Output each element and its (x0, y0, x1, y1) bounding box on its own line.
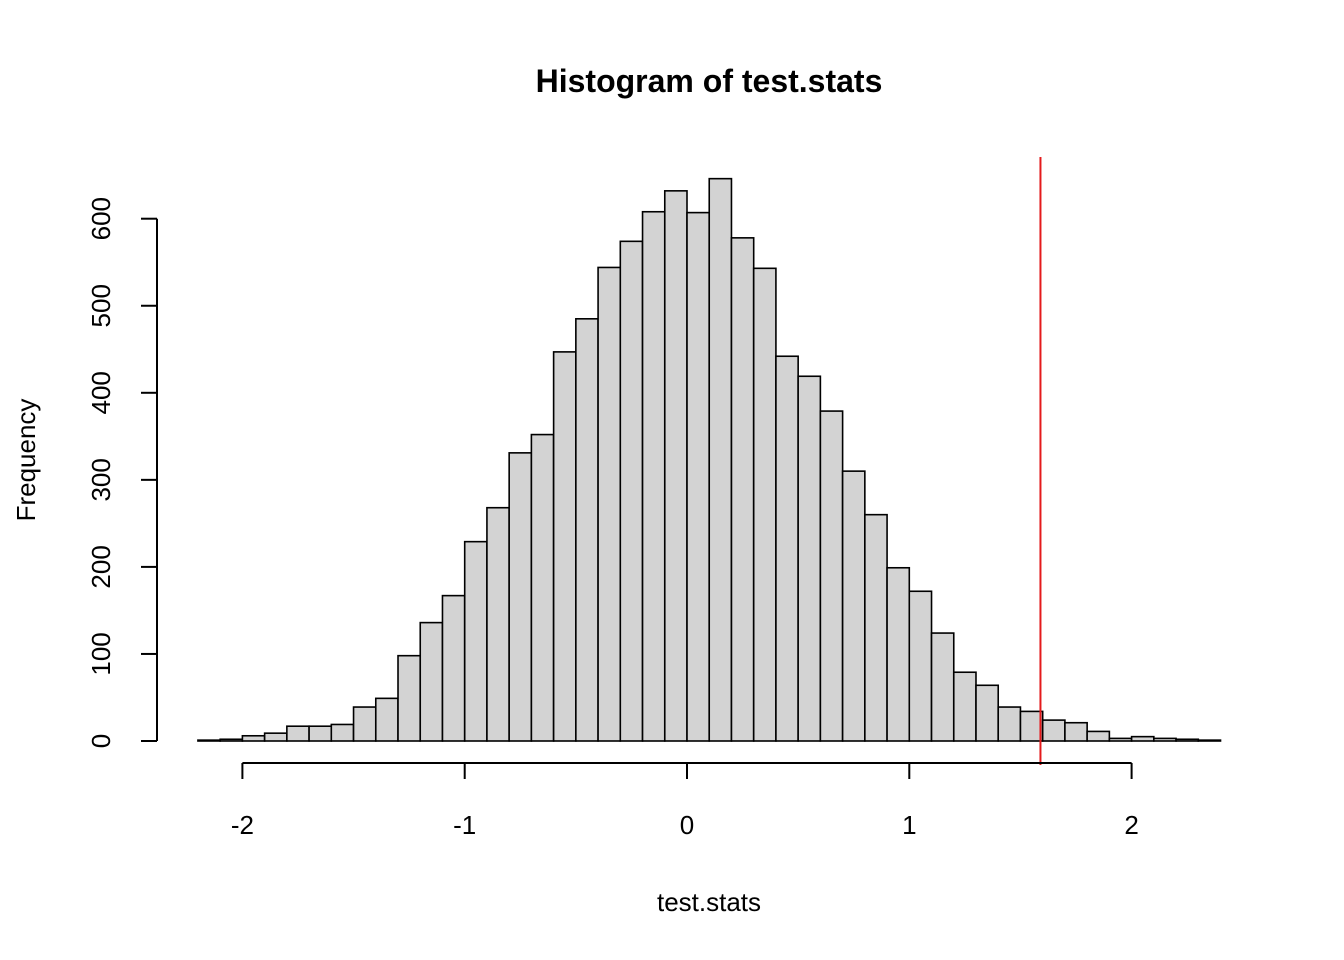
histogram-bar (886, 566, 911, 742)
x-tick-label: 2 (1124, 810, 1138, 840)
histogram-bar (1130, 735, 1155, 742)
histogram-bar (352, 706, 377, 742)
histogram-bar (397, 654, 422, 742)
y-tick-label: 0 (86, 734, 116, 748)
y-axis: 0 100 200 300 400 500 600 (86, 197, 158, 748)
histogram-bar (486, 506, 510, 742)
histogram-bar (864, 513, 888, 742)
y-tick-label: 500 (86, 284, 116, 327)
histogram-bar (952, 671, 977, 742)
chart-title: Histogram of test.stats (536, 63, 883, 99)
histogram-bar (686, 211, 711, 742)
histogram-bar (575, 318, 599, 742)
histogram-bar (263, 732, 288, 742)
histogram-bar (752, 267, 777, 742)
histogram-bar (219, 738, 244, 742)
histogram-bar (819, 410, 844, 742)
histogram-bar (775, 355, 799, 742)
histogram-bar (1153, 737, 1177, 742)
y-tick-label: 100 (86, 632, 116, 675)
x-tick-label: -1 (453, 810, 476, 840)
histogram-bar (1175, 738, 1200, 742)
x-axis: -2 -1 0 1 2 (231, 762, 1139, 840)
histogram-bar (997, 706, 1022, 742)
y-tick-label: 400 (86, 371, 116, 414)
histogram-bar (241, 734, 266, 742)
histogram-bar (530, 433, 555, 742)
histogram-bar (330, 723, 355, 742)
histogram-bar (841, 470, 866, 742)
histogram-bar (419, 621, 444, 742)
histogram-bar (552, 351, 577, 742)
y-axis-label: Frequency (11, 399, 41, 522)
histogram-bar (908, 590, 933, 742)
y-tick-label: 200 (86, 545, 116, 588)
y-tick-label: 300 (86, 458, 116, 501)
histogram-bar (308, 725, 333, 742)
histogram-bars (197, 177, 1222, 742)
histogram-bar (1064, 721, 1088, 742)
histogram-bar (930, 632, 955, 742)
histogram-bar (619, 240, 644, 742)
histogram-bar (1041, 719, 1066, 742)
x-tick-label: 0 (680, 810, 694, 840)
histogram-bar (1108, 737, 1133, 742)
histogram-bar (197, 739, 221, 742)
histogram-bar (975, 684, 1000, 742)
histogram-bar (597, 266, 622, 742)
histogram-bar (374, 697, 399, 742)
histogram-bar (441, 594, 466, 742)
histogram-bar (508, 452, 533, 742)
histogram-bar (708, 177, 733, 742)
x-tick-label: -2 (231, 810, 254, 840)
histogram-bar (463, 540, 488, 742)
y-tick-label: 600 (86, 197, 116, 240)
histogram-bar (663, 190, 688, 742)
histogram-bar (797, 375, 822, 742)
histogram-bar (286, 725, 310, 742)
histogram-bar (1086, 730, 1111, 742)
x-tick-label: 1 (902, 810, 916, 840)
histogram-bar (1197, 739, 1222, 742)
x-axis-label: test.stats (657, 887, 761, 917)
histogram-bar (730, 237, 755, 742)
histogram-bar (1019, 710, 1044, 742)
histogram-bar (641, 210, 666, 742)
